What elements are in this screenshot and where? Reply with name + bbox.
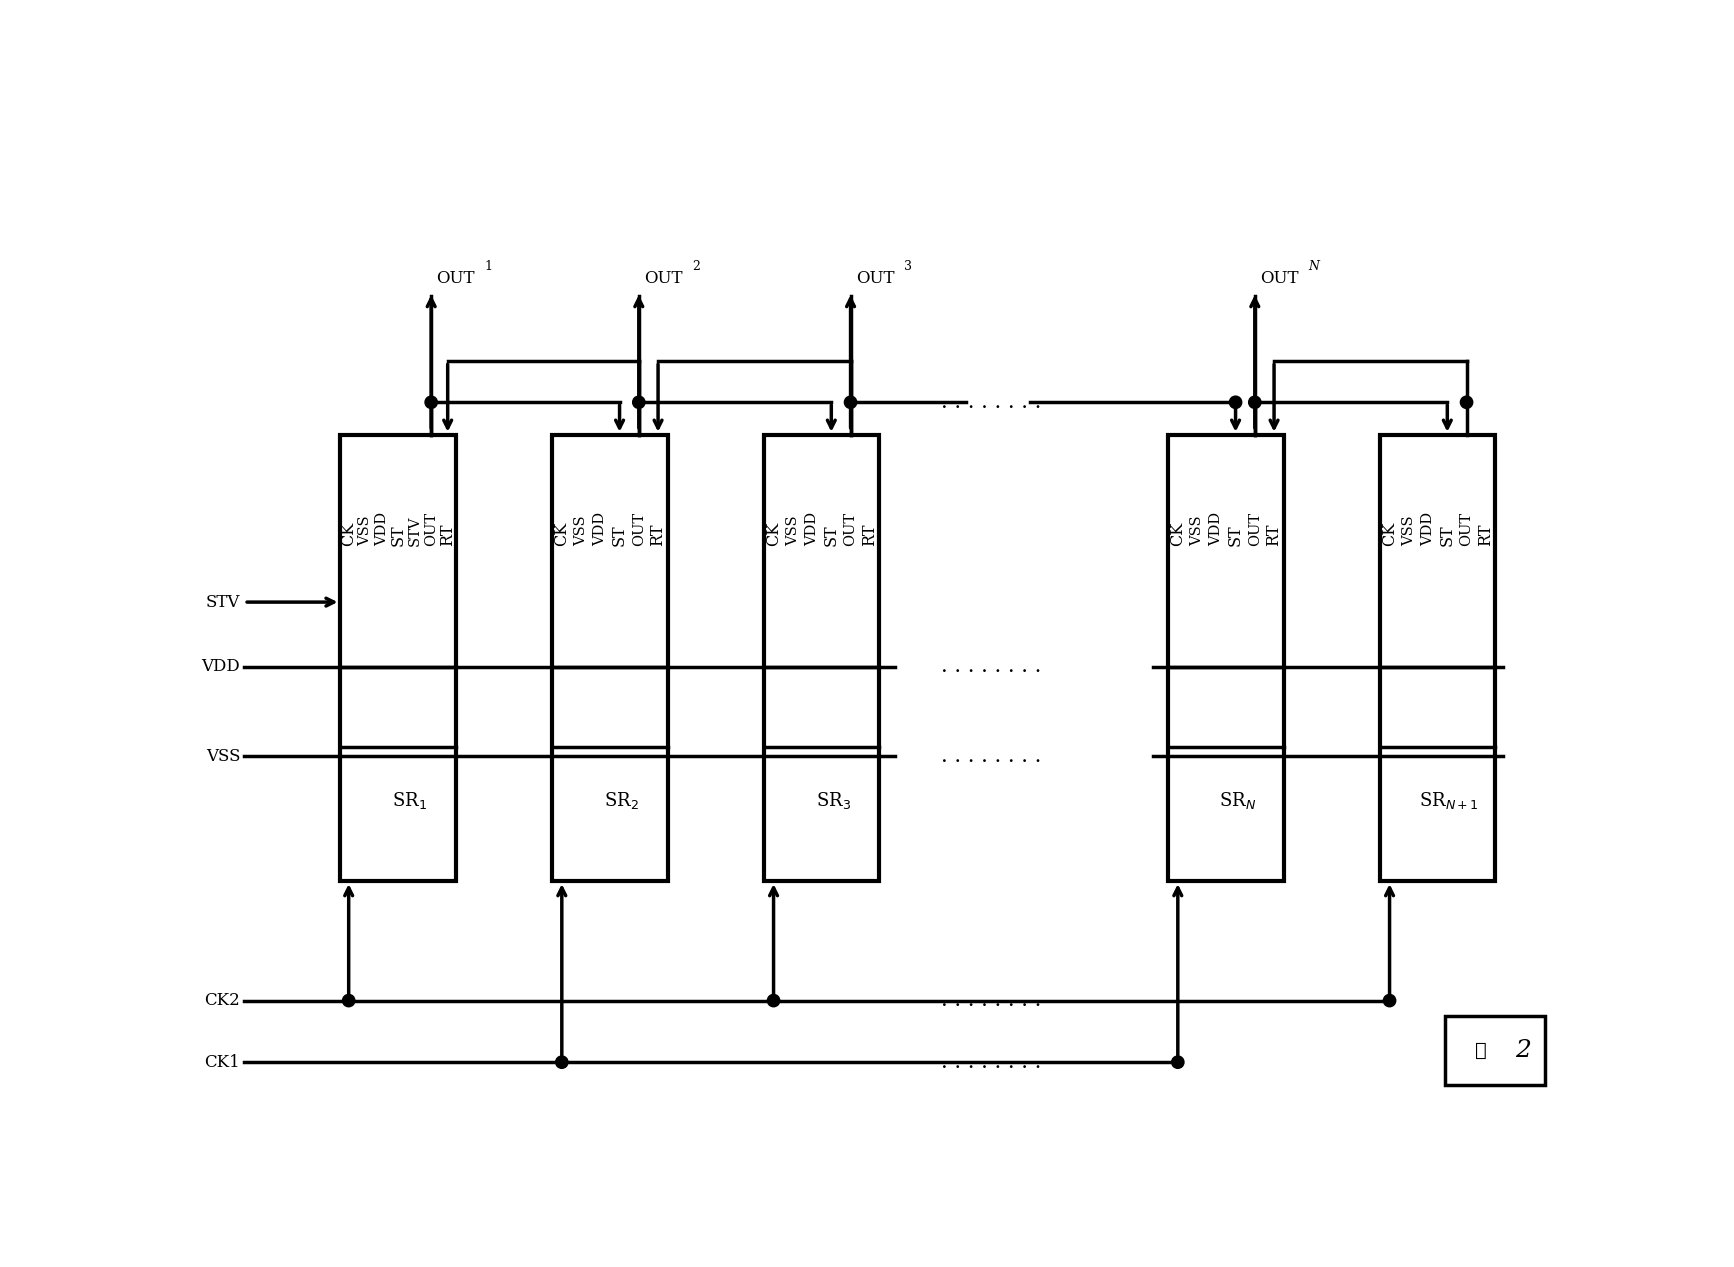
Text: 2: 2 — [692, 260, 701, 272]
Text: 1: 1 — [484, 260, 492, 272]
Bar — [765, 435, 879, 882]
Text: . . . . . . . .: . . . . . . . . — [942, 393, 1042, 412]
Text: RT: RT — [1266, 523, 1283, 546]
Text: OUT: OUT — [1261, 270, 1299, 286]
Text: ST: ST — [1439, 525, 1457, 546]
Text: OUT: OUT — [857, 270, 895, 286]
Circle shape — [844, 397, 857, 408]
Text: OUT: OUT — [843, 512, 858, 546]
Text: OUT: OUT — [1248, 512, 1262, 546]
Text: RT: RT — [1477, 523, 1495, 546]
Text: VSS: VSS — [1190, 516, 1203, 546]
Text: VDD: VDD — [805, 512, 818, 546]
Text: . . . . . . . .: . . . . . . . . — [942, 991, 1042, 1010]
Text: CK1: CK1 — [205, 1054, 241, 1071]
Text: 2: 2 — [1516, 1039, 1531, 1062]
Text: VSS: VSS — [574, 516, 588, 546]
Text: RT: RT — [650, 523, 666, 546]
Text: VDD: VDD — [201, 659, 241, 675]
Bar — [551, 435, 668, 882]
Text: CK: CK — [553, 522, 570, 546]
Text: ST: ST — [390, 525, 407, 546]
Text: SR$_2$: SR$_2$ — [603, 791, 638, 811]
Text: ST: ST — [1228, 525, 1243, 546]
Circle shape — [1460, 397, 1472, 408]
Text: OUT: OUT — [1460, 512, 1474, 546]
Circle shape — [555, 1055, 569, 1068]
Text: RT: RT — [439, 523, 456, 546]
Text: STV: STV — [407, 516, 421, 546]
Text: OUT: OUT — [437, 270, 475, 286]
Text: OUT: OUT — [425, 512, 439, 546]
Text: ST: ST — [610, 525, 628, 546]
Circle shape — [633, 397, 645, 408]
Circle shape — [768, 995, 780, 1007]
Text: 図: 図 — [1474, 1041, 1486, 1060]
Circle shape — [1384, 995, 1396, 1007]
Text: CK: CK — [765, 522, 782, 546]
Bar — [1380, 435, 1495, 882]
Text: VDD: VDD — [375, 512, 388, 546]
Text: CK: CK — [340, 522, 357, 546]
Circle shape — [343, 995, 355, 1007]
Text: N: N — [1307, 260, 1320, 272]
Text: RT: RT — [862, 523, 879, 546]
Circle shape — [425, 397, 437, 408]
Bar — [1446, 1016, 1545, 1086]
Text: OUT: OUT — [631, 512, 645, 546]
Bar — [340, 435, 456, 882]
Circle shape — [1172, 1055, 1184, 1068]
Circle shape — [1229, 397, 1242, 408]
Text: SR$_3$: SR$_3$ — [815, 791, 851, 811]
Text: 3: 3 — [903, 260, 912, 272]
Text: CK: CK — [1169, 522, 1186, 546]
Text: VSS: VSS — [1401, 516, 1415, 546]
Text: ST: ST — [824, 525, 839, 546]
Text: OUT: OUT — [645, 270, 683, 286]
Text: VDD: VDD — [593, 512, 607, 546]
Text: VSS: VSS — [786, 516, 799, 546]
Text: SR$_1$: SR$_1$ — [392, 791, 427, 811]
Circle shape — [1248, 397, 1261, 408]
Text: SR$_N$: SR$_N$ — [1219, 791, 1255, 811]
Text: VSS: VSS — [359, 516, 373, 546]
Text: VDD: VDD — [1209, 512, 1222, 546]
Text: STV: STV — [206, 594, 241, 611]
Bar — [1169, 435, 1283, 882]
Text: . . . . . . . .: . . . . . . . . — [942, 746, 1042, 765]
Text: CK: CK — [1380, 522, 1398, 546]
Text: . . . . . . . .: . . . . . . . . — [942, 658, 1042, 677]
Text: CK2: CK2 — [205, 992, 241, 1009]
Text: VDD: VDD — [1422, 512, 1436, 546]
Text: VSS: VSS — [206, 748, 241, 765]
Text: SR$_{N+1}$: SR$_{N+1}$ — [1420, 791, 1479, 811]
Text: . . . . . . . .: . . . . . . . . — [942, 1053, 1042, 1072]
